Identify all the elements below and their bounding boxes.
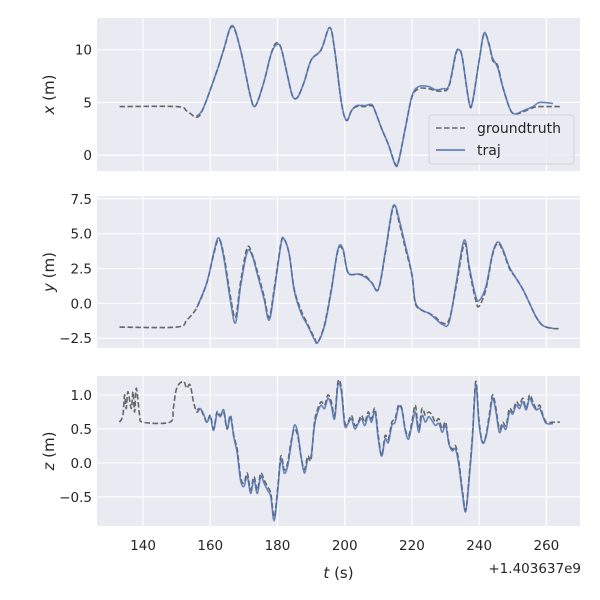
x-axis-label-unit: (s) bbox=[329, 564, 353, 582]
y-tick-label: 5.0 bbox=[71, 227, 92, 243]
y-tick-label: 0.0 bbox=[71, 456, 92, 472]
subplot-z: −0.5 0.0 0.5 1.0 z (m) bbox=[40, 376, 580, 526]
y-axis-label-var: z bbox=[40, 461, 58, 471]
y-axis-label: z (m) bbox=[40, 432, 58, 472]
legend-box bbox=[428, 114, 575, 165]
legend: groundtruth traj bbox=[428, 114, 575, 165]
y-axis-label-var: y bbox=[40, 282, 58, 293]
plot-area bbox=[97, 376, 580, 526]
y-tick-label: 0 bbox=[83, 148, 92, 164]
y-tick-label: −0.5 bbox=[59, 490, 92, 506]
y-tick-label: 7.5 bbox=[71, 192, 92, 208]
y-axis-label: y (m) bbox=[40, 252, 58, 293]
subplot-y: −2.5 0.0 2.5 5.0 7.5 y (m) bbox=[40, 192, 580, 348]
y-tick-label: −2.5 bbox=[59, 331, 92, 347]
x-tick-label: 160 bbox=[197, 538, 223, 554]
y-tick-label: 0.0 bbox=[71, 296, 92, 312]
series-traj-line bbox=[196, 24, 554, 168]
y-axis-label: x (m) bbox=[40, 75, 58, 116]
x-tick-label: 260 bbox=[533, 538, 559, 554]
x-axis-label: t (s) bbox=[323, 564, 353, 582]
x-tick-label: 200 bbox=[332, 538, 358, 554]
plot-area bbox=[97, 196, 580, 348]
legend-label-traj: traj bbox=[477, 143, 501, 159]
series-traj-line bbox=[196, 382, 554, 522]
x-axis-label-var: t bbox=[323, 564, 330, 582]
series-traj-line bbox=[196, 204, 554, 345]
y-tick-label: 0.5 bbox=[71, 422, 92, 438]
y-tick-label: 2.5 bbox=[71, 262, 92, 278]
y-axis-label-unit: (m) bbox=[40, 252, 58, 283]
y-tick-label: 1.0 bbox=[71, 388, 92, 404]
x-tick-label: 180 bbox=[265, 538, 291, 554]
subplot-x: 0 5 10 x (m) groundtruth traj bbox=[40, 18, 580, 171]
x-tick-label: 240 bbox=[466, 538, 492, 554]
x-tick-label: 220 bbox=[399, 538, 425, 554]
x-tick-label: 140 bbox=[130, 538, 156, 554]
y-axis-label-unit: (m) bbox=[40, 432, 58, 463]
y-tick-label: 10 bbox=[75, 43, 92, 59]
y-axis-label-unit: (m) bbox=[40, 75, 58, 106]
x-axis-offset-label: +1.403637e9 bbox=[488, 561, 581, 577]
y-axis-label-var: x bbox=[40, 105, 58, 115]
y-tick-label: 5 bbox=[83, 95, 92, 111]
legend-label-groundtruth: groundtruth bbox=[477, 121, 561, 137]
